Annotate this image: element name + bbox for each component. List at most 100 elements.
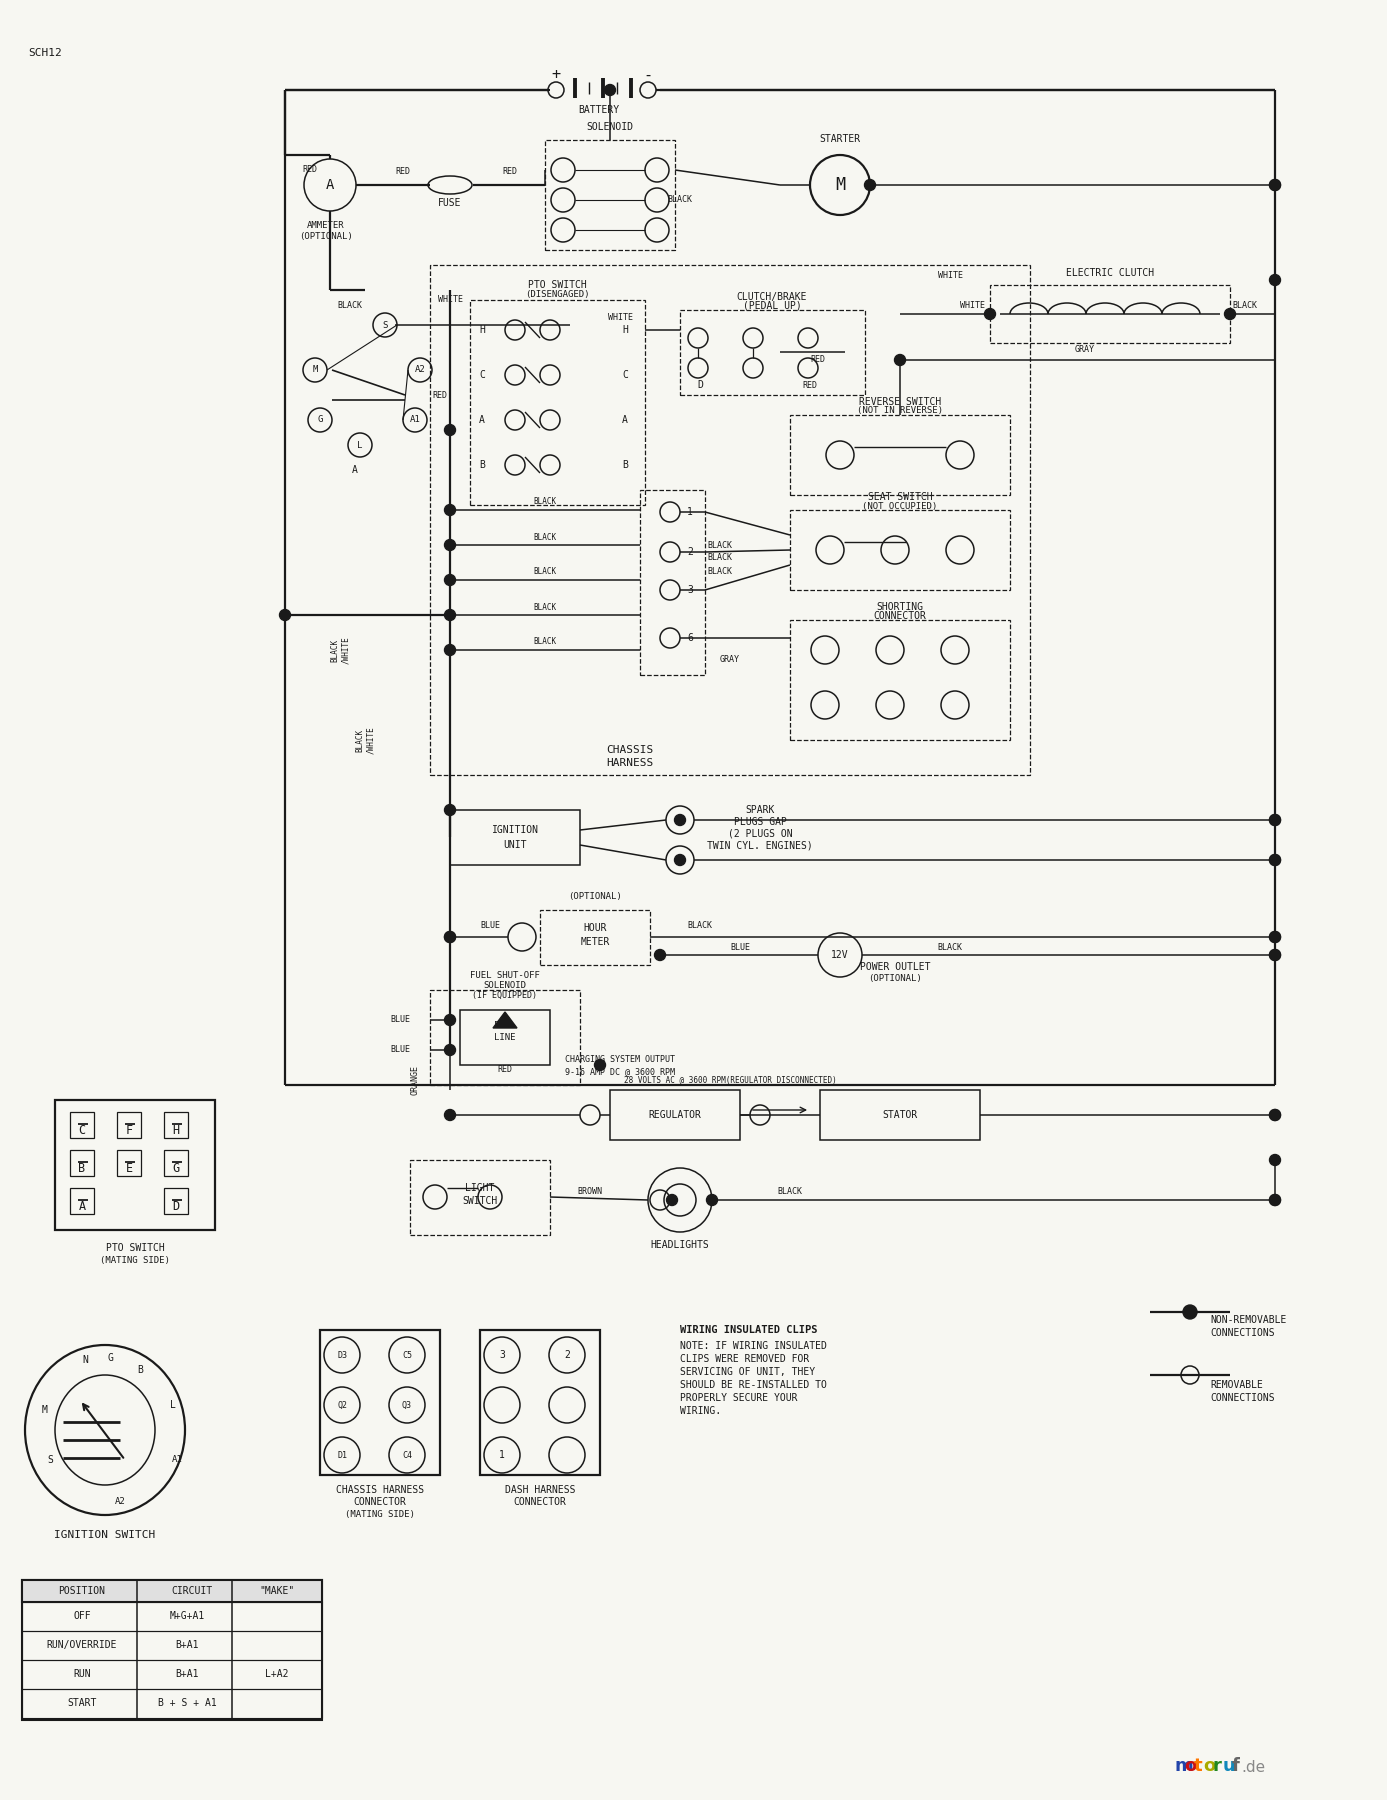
- Bar: [480, 1330, 601, 1474]
- Text: (NOT IN REVERSE): (NOT IN REVERSE): [857, 407, 943, 416]
- Bar: [164, 1112, 189, 1138]
- Bar: [69, 1150, 94, 1175]
- Circle shape: [605, 85, 616, 95]
- Circle shape: [895, 355, 906, 365]
- Text: A: A: [79, 1199, 86, 1213]
- Bar: [460, 1010, 551, 1066]
- Text: D3: D3: [337, 1350, 347, 1359]
- Text: RED: RED: [395, 167, 411, 176]
- Text: REMOVABLE: REMOVABLE: [1209, 1381, 1264, 1390]
- Circle shape: [444, 610, 455, 621]
- Text: BLUE: BLUE: [480, 920, 499, 929]
- Text: 3: 3: [499, 1350, 505, 1361]
- Text: PROPERLY SECURE YOUR: PROPERLY SECURE YOUR: [680, 1393, 798, 1402]
- Circle shape: [1225, 308, 1236, 320]
- Text: M: M: [835, 176, 845, 194]
- Text: 2: 2: [687, 547, 694, 556]
- Text: SCH12: SCH12: [28, 49, 62, 58]
- Text: BLACK: BLACK: [778, 1188, 803, 1197]
- Circle shape: [1269, 1195, 1280, 1206]
- Text: HOUR: HOUR: [584, 923, 606, 932]
- Circle shape: [985, 308, 996, 320]
- Circle shape: [444, 932, 455, 943]
- Text: L: L: [358, 441, 362, 450]
- Text: BROWN: BROWN: [577, 1188, 602, 1197]
- Text: GRAY: GRAY: [720, 655, 741, 664]
- Text: SHOULD BE RE-INSTALLED TO: SHOULD BE RE-INSTALLED TO: [680, 1381, 827, 1390]
- Text: LIGHT: LIGHT: [465, 1183, 495, 1193]
- Text: H: H: [479, 326, 485, 335]
- Text: B + S + A1: B + S + A1: [158, 1697, 216, 1708]
- Text: A1: A1: [409, 416, 420, 425]
- Text: C5: C5: [402, 1350, 412, 1359]
- Text: C4: C4: [402, 1451, 412, 1460]
- Text: WHITE: WHITE: [608, 313, 632, 322]
- Text: (MATING SIDE): (MATING SIDE): [100, 1256, 171, 1264]
- Text: SWITCH: SWITCH: [462, 1195, 498, 1206]
- Bar: [791, 416, 1010, 495]
- Text: o: o: [1184, 1757, 1197, 1775]
- Text: LINE: LINE: [494, 1033, 516, 1042]
- Bar: [22, 1580, 322, 1721]
- Text: BLACK: BLACK: [707, 554, 732, 562]
- Text: 9-16 AMP DC @ 3600 RPM: 9-16 AMP DC @ 3600 RPM: [565, 1067, 675, 1076]
- Circle shape: [1269, 855, 1280, 866]
- Bar: [610, 1091, 741, 1139]
- Text: CONNECTOR: CONNECTOR: [513, 1498, 566, 1507]
- Text: FUEL: FUEL: [494, 1021, 516, 1030]
- Text: A: A: [326, 178, 334, 193]
- Circle shape: [1269, 855, 1280, 866]
- Text: (PEDAL UP): (PEDAL UP): [742, 301, 802, 311]
- Text: ORANGE: ORANGE: [411, 1066, 419, 1094]
- Text: S: S: [47, 1454, 53, 1465]
- Text: m: m: [1175, 1757, 1194, 1775]
- Text: CHASSIS HARNESS: CHASSIS HARNESS: [336, 1485, 424, 1496]
- Text: N: N: [82, 1355, 87, 1364]
- Text: IGNITION SWITCH: IGNITION SWITCH: [54, 1530, 155, 1541]
- Text: CHASSIS: CHASSIS: [606, 745, 653, 754]
- Bar: [22, 1631, 322, 1660]
- Text: CONNECTOR: CONNECTOR: [874, 610, 927, 621]
- Text: B: B: [621, 461, 628, 470]
- Text: u: u: [1222, 1757, 1236, 1775]
- Bar: [791, 619, 1010, 740]
- Text: A2: A2: [415, 365, 426, 374]
- Text: BLACK
/WHITE: BLACK /WHITE: [330, 635, 350, 664]
- Text: POWER OUTLET: POWER OUTLET: [860, 961, 931, 972]
- Text: +: +: [552, 67, 560, 83]
- Bar: [990, 284, 1230, 344]
- Text: BLACK: BLACK: [707, 540, 732, 549]
- Text: FUEL SHUT-OFF: FUEL SHUT-OFF: [470, 970, 540, 979]
- Text: START: START: [68, 1697, 97, 1708]
- Bar: [69, 1188, 94, 1213]
- Text: BLACK: BLACK: [534, 637, 556, 646]
- Text: CONNECTOR: CONNECTOR: [354, 1498, 406, 1507]
- Text: BLACK: BLACK: [337, 301, 362, 310]
- Text: D1: D1: [337, 1451, 347, 1460]
- Text: A2: A2: [115, 1498, 125, 1507]
- Text: D: D: [172, 1199, 179, 1213]
- Text: PTO SWITCH: PTO SWITCH: [527, 281, 587, 290]
- Text: AMMETER: AMMETER: [307, 221, 345, 229]
- Text: (DISENGAGED): (DISENGAGED): [524, 290, 589, 299]
- Text: D: D: [698, 380, 703, 391]
- Text: STATOR: STATOR: [882, 1111, 918, 1120]
- Text: BLACK: BLACK: [938, 943, 963, 952]
- Text: CHARGING SYSTEM OUTPUT: CHARGING SYSTEM OUTPUT: [565, 1055, 675, 1064]
- Text: RED: RED: [502, 167, 517, 176]
- Circle shape: [674, 814, 685, 826]
- Text: o: o: [1204, 1757, 1216, 1775]
- Text: HARNESS: HARNESS: [606, 758, 653, 769]
- Circle shape: [864, 180, 875, 191]
- Text: BLACK
/WHITE: BLACK /WHITE: [355, 725, 374, 754]
- Text: F: F: [125, 1123, 133, 1136]
- Bar: [22, 1688, 322, 1717]
- Bar: [164, 1150, 189, 1175]
- Text: 12V: 12V: [831, 950, 849, 959]
- Bar: [69, 1112, 94, 1138]
- Text: M: M: [42, 1406, 49, 1415]
- Text: RED: RED: [803, 380, 817, 389]
- Circle shape: [280, 610, 290, 621]
- Text: RUN/OVERRIDE: RUN/OVERRIDE: [47, 1640, 118, 1651]
- Text: SHORTING: SHORTING: [877, 601, 924, 612]
